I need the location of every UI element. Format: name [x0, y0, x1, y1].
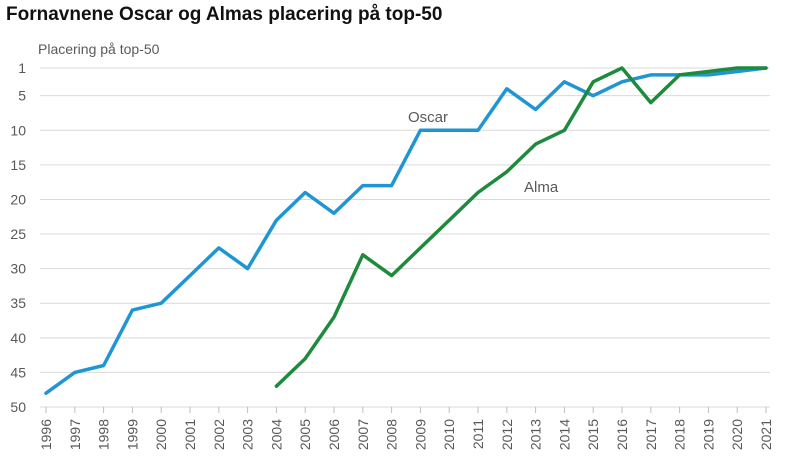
x-tick-2003: 2003: [240, 419, 256, 450]
chart-title: Fornavnene Oscar og Almas placering på t…: [6, 4, 443, 25]
x-tick-2013: 2013: [528, 419, 544, 450]
x-tick-1996: 1996: [38, 419, 54, 450]
gridlines: [40, 67, 770, 408]
x-tick-2011: 2011: [470, 419, 486, 449]
y-tick-15: 15: [10, 157, 26, 173]
series-line-oscar: [44, 66, 768, 395]
series-label-oscar: Oscar: [408, 109, 448, 126]
x-tick-1998: 1998: [96, 419, 112, 450]
x-tick-2012: 2012: [499, 419, 515, 450]
y-tick-30: 30: [10, 261, 26, 277]
y-axis-label: Placering på top-50: [38, 41, 160, 57]
x-tick-2001: 2001: [182, 419, 198, 450]
y-tick-40: 40: [10, 330, 26, 346]
x-tick-2006: 2006: [326, 419, 342, 450]
x-tick-2007: 2007: [355, 419, 371, 450]
y-tick-5: 5: [18, 88, 26, 104]
x-tick-2019: 2019: [700, 419, 716, 450]
x-tick-2014: 2014: [556, 419, 572, 450]
x-tick-2000: 2000: [153, 419, 169, 450]
y-tick-45: 45: [10, 364, 26, 380]
x-tick-1999: 1999: [124, 419, 140, 450]
y-tick-10: 10: [10, 122, 26, 138]
y-tick-20: 20: [10, 191, 26, 207]
x-tick-2005: 2005: [297, 419, 313, 450]
x-tick-2015: 2015: [585, 419, 601, 450]
x-tick-labels: 1996 1997 1998 1999 2000 2001 2002 2003 2004 2005…: [38, 407, 774, 450]
x-tick-2004: 2004: [268, 419, 284, 450]
y-tick-1: 1: [18, 60, 26, 76]
series-line-alma: [274, 66, 768, 388]
series-lines: [44, 66, 768, 395]
x-tick-2010: 2010: [441, 419, 457, 450]
x-tick-2008: 2008: [384, 419, 400, 450]
x-tick-2009: 2009: [412, 419, 428, 450]
x-tick-2021: 2021: [758, 419, 774, 450]
x-tick-2002: 2002: [211, 419, 227, 450]
x-tick-2018: 2018: [672, 419, 688, 450]
y-tick-35: 35: [10, 295, 26, 311]
y-tick-25: 25: [10, 226, 26, 242]
x-tick-1997: 1997: [67, 419, 83, 450]
y-tick-50: 50: [10, 399, 26, 415]
x-tick-2017: 2017: [643, 419, 659, 450]
x-tick-2020: 2020: [729, 419, 745, 450]
x-tick-2016: 2016: [614, 419, 630, 450]
series-label-alma: Alma: [524, 179, 559, 196]
